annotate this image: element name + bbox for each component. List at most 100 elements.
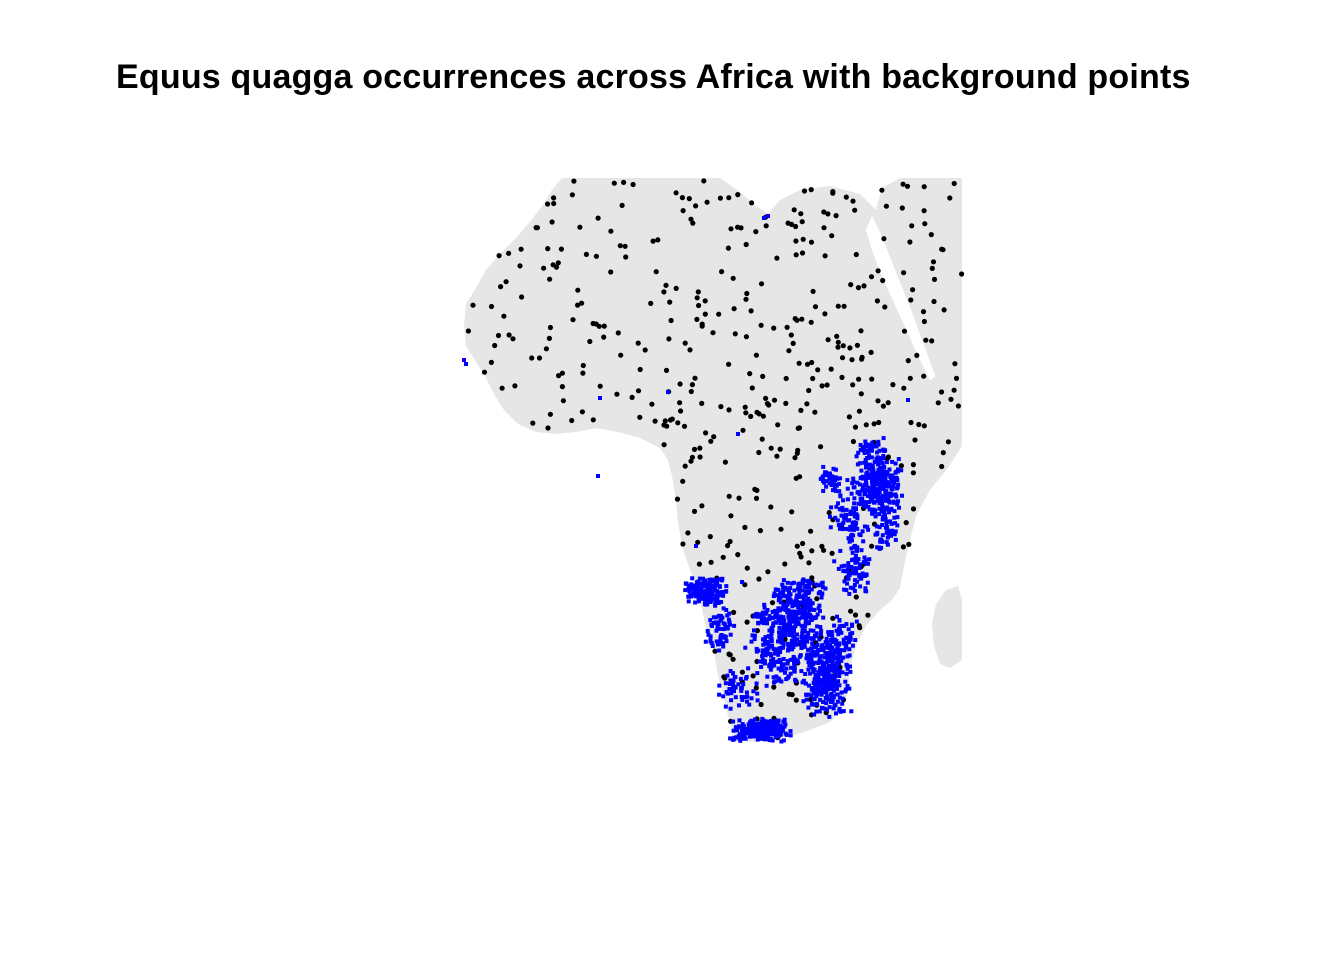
background-point — [939, 463, 945, 470]
occurrence-point — [770, 643, 774, 648]
occurrence-point — [836, 679, 841, 684]
background-point — [890, 382, 896, 388]
background-point — [782, 561, 788, 567]
background-point — [906, 541, 912, 548]
occurrence-point — [752, 614, 757, 619]
background-point — [695, 289, 701, 295]
occurrence-point — [782, 594, 787, 598]
background-point — [692, 375, 698, 381]
background-point — [611, 180, 617, 186]
occurrence-point — [799, 669, 804, 674]
occurrence-point — [776, 598, 781, 603]
occurrence-point — [765, 728, 770, 733]
occurrence-point — [766, 641, 771, 646]
background-point — [865, 612, 871, 618]
occurrence-point — [854, 568, 858, 573]
occurrence-point — [880, 523, 885, 527]
occurrence-point — [870, 440, 875, 445]
occurrence-point — [884, 498, 888, 502]
occurrence-point — [817, 709, 822, 714]
occurrence-point — [739, 688, 744, 693]
occurrence-point — [845, 666, 850, 671]
background-point — [722, 459, 729, 465]
occurrence-point — [768, 667, 773, 672]
occurrence-point — [728, 706, 733, 711]
background-point — [812, 409, 818, 415]
occurrence-point — [827, 714, 832, 719]
background-point — [470, 302, 476, 308]
occurrence-point — [766, 634, 771, 639]
occurrence-point — [755, 737, 760, 742]
occurrence-point — [847, 653, 852, 658]
occurrence-point — [864, 481, 868, 486]
occurrence-point — [845, 663, 849, 668]
occurrence-point — [879, 480, 884, 485]
occurrence-point — [781, 724, 786, 729]
occurrence-point — [875, 471, 880, 475]
background-point — [818, 444, 824, 450]
occurrence-point — [791, 580, 796, 585]
background-point — [680, 208, 686, 214]
occurrence-point — [859, 576, 864, 581]
background-point — [744, 565, 750, 571]
occurrence-point — [867, 444, 872, 448]
background-point — [595, 215, 601, 221]
background-point — [808, 528, 814, 534]
background-point — [742, 524, 748, 531]
occurrence-point — [842, 579, 847, 584]
occurrence-point — [855, 526, 860, 531]
occurrence-point — [821, 672, 826, 677]
occurrence-point — [754, 731, 759, 736]
occurrence-point — [771, 732, 776, 737]
occurrence-point — [737, 703, 741, 708]
occurrence-point — [688, 592, 693, 597]
background-point — [545, 246, 551, 252]
occurrence-point — [774, 730, 778, 735]
background-point — [804, 361, 811, 367]
occurrence-point — [806, 660, 811, 665]
mediterranean-sea — [560, 178, 900, 214]
occurrence-point — [786, 675, 790, 680]
background-point — [652, 418, 658, 424]
background-point — [673, 285, 679, 291]
occurrence-point — [841, 641, 846, 646]
occurrence-point — [793, 599, 798, 604]
background-point — [880, 403, 887, 409]
occurrence-point — [795, 660, 800, 665]
occurrence-point — [704, 583, 709, 588]
occurrence-point — [782, 618, 787, 623]
occurrence-point — [759, 620, 764, 625]
occurrence-point — [834, 628, 839, 633]
occurrence-point — [792, 635, 797, 640]
occurrence-point — [818, 476, 823, 481]
occurrence-point — [800, 631, 805, 636]
occurrence-point — [893, 537, 898, 542]
occurrence-point — [820, 591, 825, 596]
background-point — [719, 269, 725, 275]
occurrence-point — [830, 659, 835, 664]
occurrence-point — [717, 692, 722, 697]
occurrence-point — [765, 674, 770, 679]
occurrence-point — [762, 729, 767, 734]
background-point — [835, 344, 841, 350]
occurrence-point — [856, 450, 861, 455]
occurrence-point — [863, 449, 868, 454]
background-point — [850, 382, 856, 388]
occurrence-point — [885, 505, 890, 510]
occurrence-point — [870, 464, 875, 469]
occurrence-point — [863, 458, 868, 462]
occurrence-point — [893, 521, 897, 526]
background-point — [795, 425, 801, 431]
background-point — [517, 263, 523, 269]
background-point — [858, 391, 864, 397]
occurrence-point — [884, 540, 889, 545]
occurrence-point — [724, 608, 729, 612]
occurrence-point — [800, 607, 805, 612]
occurrence-point — [814, 709, 819, 714]
occurrence-point — [858, 502, 863, 507]
occurrence-point — [860, 484, 865, 489]
occurrence-point — [754, 611, 759, 616]
occurrence-point — [776, 676, 781, 681]
occurrence-point — [780, 590, 785, 595]
background-point — [519, 294, 525, 300]
